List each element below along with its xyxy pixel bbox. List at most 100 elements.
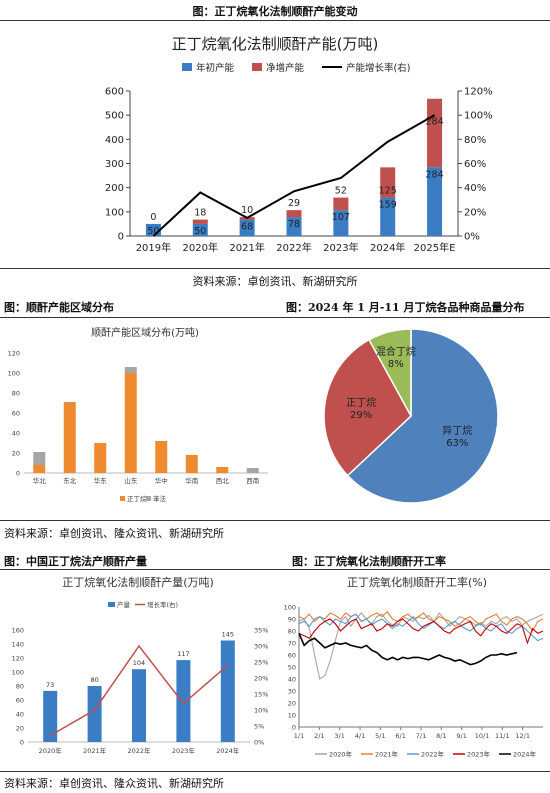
- legend-label: 2022年: [421, 750, 445, 759]
- x-tick-label: 西南: [246, 476, 260, 485]
- x-tick-label: 10/1: [475, 732, 490, 740]
- bar-n-butane: [33, 465, 46, 473]
- y2-tick-label: 30%: [254, 643, 268, 651]
- y2-tick-label: 5%: [254, 723, 264, 731]
- x-tick-label: 6/1: [395, 732, 405, 740]
- bar-n-butane: [155, 441, 168, 473]
- y-tick-label: 40: [12, 430, 20, 438]
- x-tick-label: 12/1: [515, 732, 530, 740]
- pie-label: 异丁烷: [442, 424, 472, 437]
- y-tick-label: 400: [105, 135, 124, 146]
- y-tick-label: 100: [284, 604, 296, 612]
- bar-benzene: [33, 452, 46, 465]
- y-tick-label: 100: [12, 669, 24, 677]
- pie-slice: [368, 328, 412, 417]
- y2-tick-label: 25%: [254, 659, 268, 667]
- y-tick-label: 120: [12, 655, 24, 663]
- bar-n-butane: [63, 402, 76, 473]
- legend-label: 苯法: [153, 494, 167, 503]
- bar-output: [43, 690, 58, 742]
- x-tick-label: 西北: [216, 477, 230, 485]
- bar-net-increase: [333, 197, 349, 211]
- figure2-top-rule: [0, 317, 550, 318]
- bar-output: [176, 660, 191, 742]
- y2-tick-label: 35%: [254, 627, 268, 635]
- y2-tick-label: 20%: [254, 675, 268, 683]
- legend-swatch: [252, 63, 262, 71]
- legend-label: 年初产能: [196, 62, 235, 74]
- y2-tick-label: 60%: [464, 159, 486, 170]
- x-tick-label: 2021年: [83, 746, 107, 755]
- y-tick-label: 0: [16, 470, 20, 478]
- bar-n-butane: [216, 467, 229, 473]
- region-chart: 顺酐产能区域分布(万吨) 0 20 40 60 80 100 120 华北 东北 华东 山东 华中 华南 西…: [8, 326, 268, 503]
- legend-label: 2023年: [467, 750, 491, 759]
- output-chart: 正丁烷氧化法制顺酐产量(万吨) 产量 增长率(右) 0 20 40 60 80 100 120 14…: [12, 575, 269, 755]
- x-tick-label: 8/1: [436, 732, 446, 740]
- x-tick-label: 2022年: [127, 746, 151, 755]
- data-label-initial: 78: [288, 219, 300, 230]
- data-label: 80: [90, 676, 98, 684]
- x-tick-label: 3/1: [334, 732, 344, 740]
- pie-percent: 63%: [446, 438, 468, 449]
- y2-tick-label: 100%: [464, 111, 493, 122]
- bar-initial-capacity: [239, 219, 255, 236]
- figure2-source: 资料来源：卓创资讯、隆众资讯、新湖研究所: [4, 527, 224, 540]
- pie-slice: [323, 338, 412, 477]
- bar-output: [220, 640, 235, 742]
- chart-title: 顺酐产能区域分布(万吨): [91, 326, 199, 339]
- operating-rate-line: [298, 633, 518, 666]
- y-tick-label: 80: [288, 628, 296, 636]
- y2-tick-label: 10%: [254, 707, 268, 715]
- data-label: 117: [177, 650, 189, 658]
- y-tick-label: 500: [105, 111, 124, 122]
- x-tick-label: 7/1: [416, 732, 426, 740]
- bar-output: [87, 686, 102, 742]
- data-label-initial: 68: [241, 222, 253, 233]
- capacity-chart: 正丁烷氧化法制顺酐产能(万吨)年初产能 净增产能 产能增长率(右)010020030…: [105, 35, 493, 254]
- data-label-initial: 50: [194, 226, 206, 237]
- operating-rate-chart: 正丁烷氧化制顺酐开工率(%) 0 10 20 30 40 50 60 70 80 90 100 1/1 2…: [284, 575, 544, 759]
- y-tick-label: 120: [8, 350, 20, 358]
- pie-percent: 29%: [350, 410, 372, 421]
- bar-benzene: [246, 468, 259, 473]
- y2-tick-label: 120%: [464, 87, 493, 98]
- legend-label: 正丁烷: [127, 494, 147, 503]
- y-tick-label: 60: [16, 697, 24, 705]
- legend-label: 净增产能: [266, 62, 305, 74]
- figure1-source: 资料来源：卓创资讯、新湖研究所: [192, 275, 358, 288]
- bar-n-butane: [94, 443, 107, 473]
- figure3-caption: 图：2024 年 1 月-11 月丁烷各品种商品量分布: [286, 301, 525, 314]
- x-tick-label: 山东: [124, 476, 138, 485]
- x-tick-label: 华中: [155, 476, 168, 485]
- legend-label: 2021年: [375, 750, 399, 759]
- x-tick-label: 2024年: [370, 241, 405, 254]
- data-label-increase: 29: [288, 198, 300, 209]
- bar-n-butane: [124, 373, 137, 473]
- figure1-bottom-rule: [0, 268, 550, 269]
- bar-net-increase: [427, 98, 443, 168]
- data-label: 104: [133, 659, 145, 667]
- y-tick-label: 600: [105, 87, 124, 98]
- y-tick-label: 10: [288, 712, 296, 720]
- y-tick-label: 90: [288, 616, 296, 624]
- bar-output: [132, 669, 146, 742]
- legend-swatch: [108, 602, 115, 607]
- y-tick-label: 200: [105, 183, 124, 194]
- figure5-caption: 图：正丁烷氧化法制顺酐开工率: [292, 555, 446, 568]
- x-tick-label: 2/1: [314, 732, 324, 740]
- x-tick-label: 11/1: [495, 732, 510, 740]
- y2-tick-label: 80%: [464, 135, 486, 146]
- x-tick-label: 2025年E: [414, 241, 456, 254]
- x-tick-label: 2023年: [323, 241, 358, 254]
- y-tick-label: 0: [118, 232, 124, 243]
- chart-title: 正丁烷氧化制顺酐开工率(%): [347, 575, 487, 589]
- operating-rate-line: [298, 612, 544, 680]
- data-label-increase: 284: [426, 117, 444, 128]
- bar-initial-capacity: [380, 197, 396, 236]
- y-tick-label: 60: [12, 410, 20, 418]
- operating-rate-line: [298, 610, 544, 633]
- x-tick-label: 4/1: [355, 732, 365, 740]
- x-tick-label: 9/1: [456, 732, 466, 740]
